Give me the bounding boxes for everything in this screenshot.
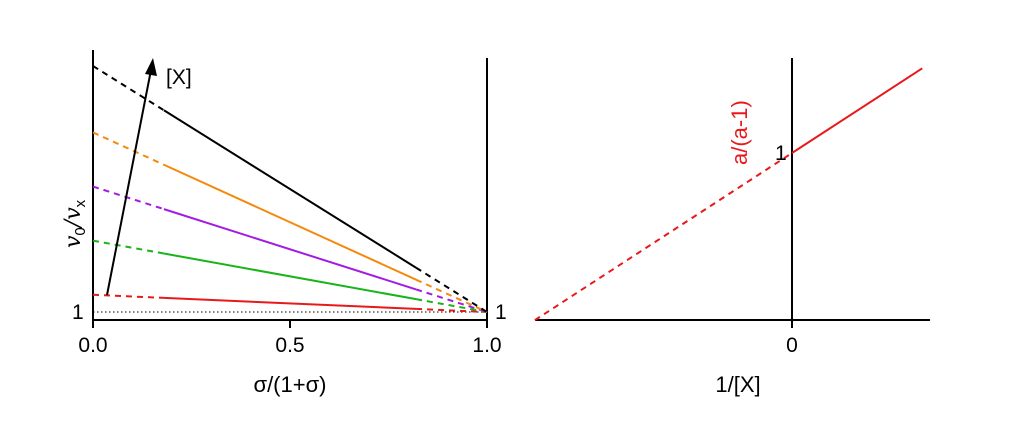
x-ticks: 0.0 0.5 1.0 — [78, 320, 502, 357]
right-x-tick-label-0: 0 — [786, 334, 798, 357]
series-3-start-line — [92, 131, 165, 166]
series-1-end-line — [415, 298, 488, 313]
series-2-mid-line — [163, 208, 417, 291]
right-tick-label-1: 1 — [495, 301, 507, 324]
left-x-axis-title: σ/(1+σ) — [253, 372, 326, 397]
left-plot: 0.0 0.5 1.0 1 1 σ/(1+σ) v0/vx [X] — [61, 50, 507, 397]
series-1-mid-line — [163, 252, 417, 301]
left-y-axis-title: v0/vx — [61, 199, 89, 248]
series-4-end-line — [415, 266, 488, 313]
series-4-mid-line — [163, 109, 417, 269]
right-x-axis-title: 1/[X] — [715, 372, 760, 397]
series-0-mid-line — [163, 296, 417, 310]
increase-arrow — [106, 69, 152, 296]
series-group — [92, 65, 488, 313]
series-3-end-line — [415, 278, 488, 313]
series-0-start-line — [92, 293, 164, 299]
right-plot: 0 1 1/[X] a/(a-1) — [534, 58, 930, 397]
x-tick-label-1: 0.5 — [275, 334, 304, 357]
line-dashed — [534, 152, 793, 322]
series-4-start-line — [92, 65, 165, 112]
arrow-head — [145, 58, 157, 76]
series-2-end-line — [415, 288, 488, 313]
series-0-end-line — [416, 307, 488, 313]
x-tick-label-2: 1.0 — [472, 334, 501, 357]
x-tick-label-0: 0.0 — [78, 334, 107, 357]
line-label: a/(a-1) — [727, 100, 752, 165]
y-tick-label-1: 1 — [72, 301, 84, 324]
series-2-start-line — [92, 185, 165, 211]
line-solid — [791, 67, 923, 154]
arrow-label: [X] — [166, 66, 192, 89]
series-3-mid-line — [163, 163, 417, 281]
right-y-tick-label-1: 1 — [775, 142, 787, 165]
series-1-start-line — [92, 239, 165, 255]
